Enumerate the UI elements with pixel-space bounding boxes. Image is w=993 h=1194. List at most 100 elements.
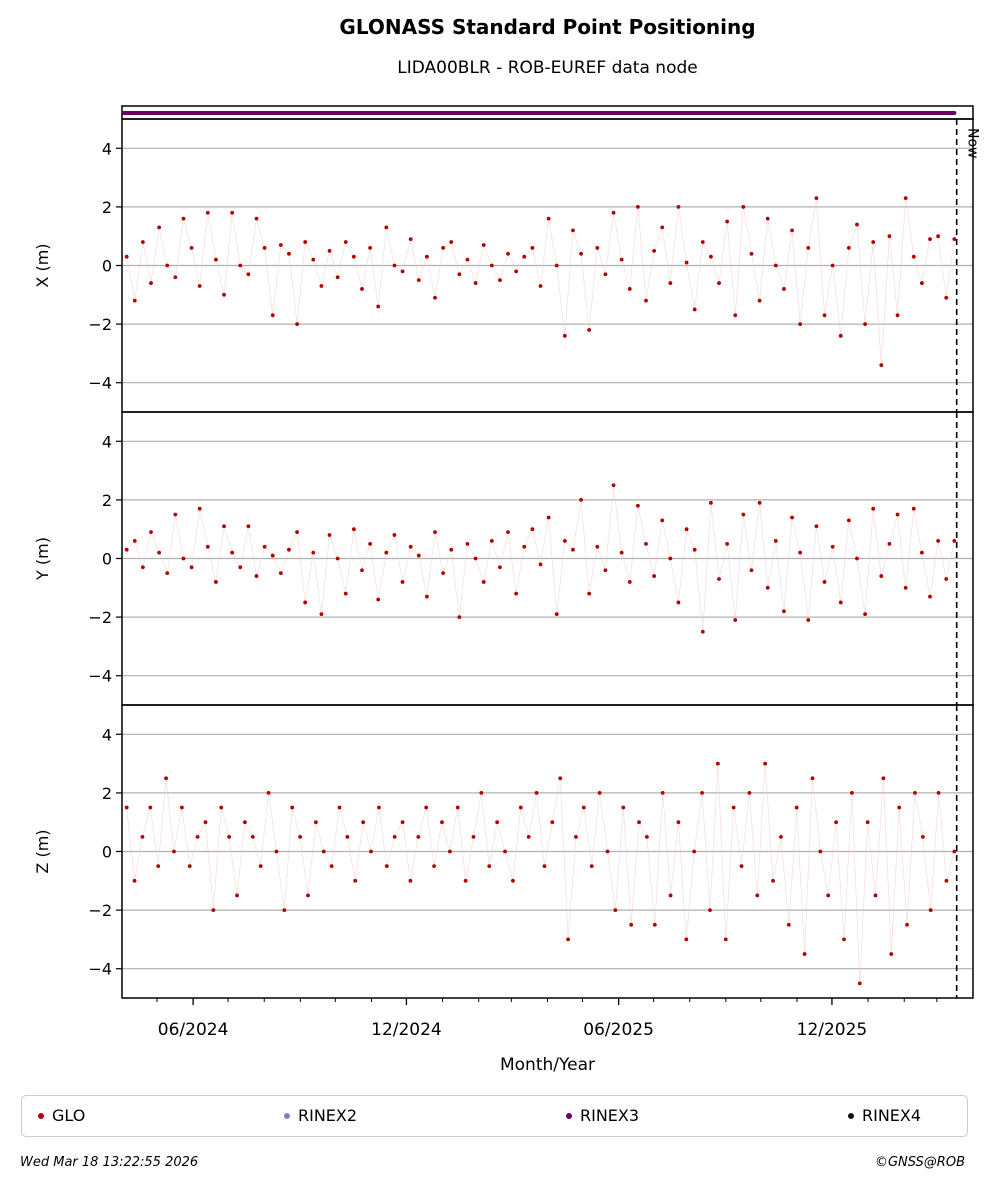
data-point-y-18 xyxy=(270,553,275,558)
data-point-z-69 xyxy=(668,893,673,898)
data-point-x-89 xyxy=(846,246,851,250)
data-point-z-66 xyxy=(645,834,649,839)
data-point-y-81 xyxy=(782,609,786,614)
data-point-x-49 xyxy=(522,254,527,259)
data-point-z-4 xyxy=(156,864,161,869)
data-point-z-102 xyxy=(928,908,933,912)
data-point-y-2 xyxy=(140,565,145,570)
data-point-z-43 xyxy=(463,878,468,883)
y-tick-label-2--2: −2 xyxy=(88,901,112,920)
data-point-y-45 xyxy=(489,539,494,543)
data-point-x-84 xyxy=(806,246,811,250)
data-point-x-4 xyxy=(157,225,162,230)
data-point-x-66 xyxy=(660,225,665,230)
data-point-y-10 xyxy=(205,544,210,549)
data-point-y-25 xyxy=(327,533,332,537)
data-point-z-37 xyxy=(416,834,421,839)
data-point-y-33 xyxy=(392,533,397,537)
data-point-z-81 xyxy=(763,761,768,766)
data-point-x-64 xyxy=(644,298,648,303)
data-point-z-53 xyxy=(542,864,547,869)
data-point-y-90 xyxy=(855,556,859,561)
data-point-z-41 xyxy=(447,849,452,854)
data-point-x-22 xyxy=(303,240,308,244)
data-point-y-23 xyxy=(311,550,316,555)
data-point-z-98 xyxy=(897,805,902,810)
data-point-y-72 xyxy=(709,500,713,505)
data-point-x-100 xyxy=(936,234,941,239)
data-point-x-12 xyxy=(222,292,226,297)
data-point-x-95 xyxy=(895,313,900,318)
data-point-y-78 xyxy=(757,500,762,505)
data-point-z-61 xyxy=(605,849,610,854)
chart-subtitle: LIDA00BLR - ROB-EUREF data node xyxy=(397,58,698,78)
data-point-y-56 xyxy=(579,498,583,502)
data-point-y-11 xyxy=(214,580,218,584)
data-point-y-16 xyxy=(254,574,259,578)
data-point-x-52 xyxy=(546,216,551,221)
data-point-z-88 xyxy=(818,849,823,854)
data-point-x-34 xyxy=(400,269,405,274)
data-point-y-65 xyxy=(652,574,657,578)
data-point-z-70 xyxy=(676,820,681,825)
data-point-x-61 xyxy=(619,257,624,262)
data-point-x-58 xyxy=(595,246,600,250)
data-point-z-14 xyxy=(235,893,239,898)
data-point-z-24 xyxy=(313,820,318,825)
y-axis-label-0: X (m) xyxy=(33,243,52,287)
legend-label-glo: GLO xyxy=(52,1106,86,1125)
data-point-y-76 xyxy=(741,512,746,517)
legend-label-rinex4: RINEX4 xyxy=(862,1106,922,1125)
data-point-y-14 xyxy=(238,565,243,570)
data-point-x-54 xyxy=(562,333,567,338)
data-point-y-44 xyxy=(481,580,486,584)
data-point-y-52 xyxy=(546,515,551,520)
timestamp: Wed Mar 18 13:22:55 2026 xyxy=(20,1155,199,1170)
data-point-x-56 xyxy=(579,251,583,256)
y-tick-label-1--4: −4 xyxy=(88,667,112,686)
data-point-x-85 xyxy=(814,196,819,201)
data-point-z-58 xyxy=(581,805,586,810)
data-point-x-1 xyxy=(132,298,137,303)
data-point-z-36 xyxy=(408,878,413,883)
data-point-z-97 xyxy=(889,952,894,956)
data-point-z-39 xyxy=(432,864,436,869)
data-point-z-50 xyxy=(518,805,523,810)
now-label: Now xyxy=(965,128,981,159)
data-point-y-79 xyxy=(765,585,770,590)
data-point-x-10 xyxy=(205,210,210,215)
data-point-x-14 xyxy=(238,263,243,268)
data-point-x-60 xyxy=(611,210,616,215)
y-tick-label-1-2: 2 xyxy=(102,491,112,510)
data-point-x-83 xyxy=(798,322,803,326)
data-point-x-65 xyxy=(652,248,657,253)
data-point-y-30 xyxy=(368,541,372,546)
data-point-x-57 xyxy=(587,328,592,332)
series-line-z xyxy=(126,763,955,984)
data-point-z-101 xyxy=(920,834,925,839)
data-point-x-73 xyxy=(717,281,721,285)
data-point-y-89 xyxy=(846,518,851,523)
data-point-y-83 xyxy=(798,550,803,555)
data-point-y-86 xyxy=(822,580,827,584)
data-point-x-36 xyxy=(416,278,421,283)
data-point-x-59 xyxy=(603,272,608,277)
data-point-z-57 xyxy=(574,834,578,839)
legend-item-rinex2: RINEX2 xyxy=(284,1096,357,1135)
data-point-y-7 xyxy=(181,556,186,561)
data-point-z-20 xyxy=(282,908,287,912)
data-point-x-99 xyxy=(928,237,932,242)
data-point-y-67 xyxy=(668,556,673,561)
data-point-x-90 xyxy=(855,222,859,227)
data-point-x-50 xyxy=(530,246,535,250)
legend-marker-glo xyxy=(38,1112,44,1119)
data-point-y-63 xyxy=(635,503,640,508)
data-point-z-91 xyxy=(842,937,846,942)
data-point-z-33 xyxy=(384,864,389,869)
data-point-z-60 xyxy=(597,791,602,795)
x-tick-label-0: 06/2024 xyxy=(158,1020,229,1040)
y-tick-label-0--4: −4 xyxy=(88,374,112,393)
data-point-x-3 xyxy=(149,281,153,285)
data-point-z-27 xyxy=(337,805,342,810)
data-point-x-8 xyxy=(189,246,194,250)
